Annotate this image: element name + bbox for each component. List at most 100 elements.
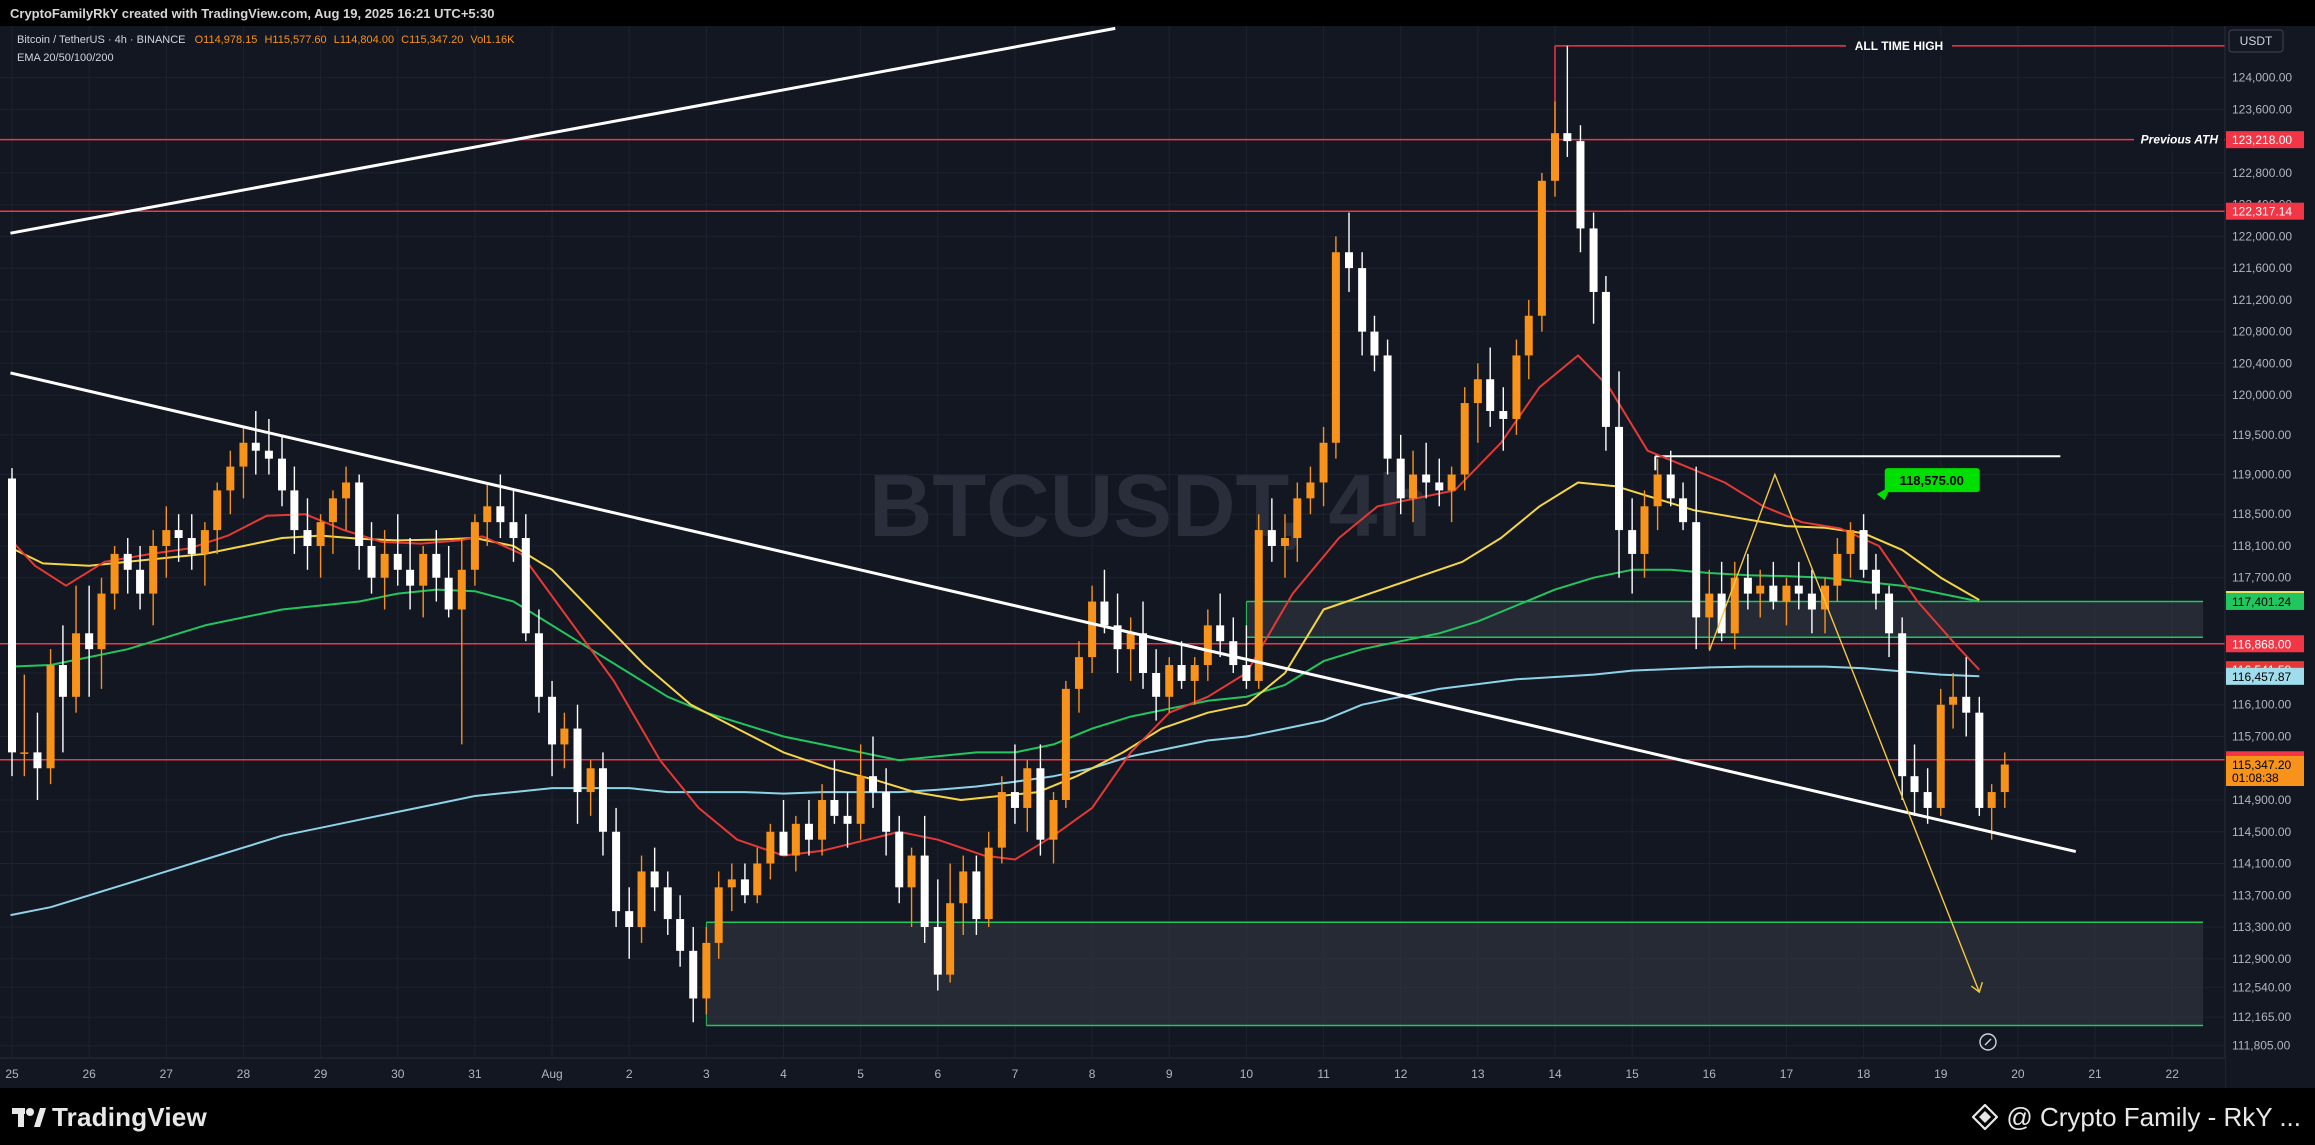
candle-body <box>791 823 800 856</box>
candle <box>1524 299 1533 380</box>
price-badge <box>2226 755 2304 786</box>
candle <box>830 760 839 824</box>
countdown-label: 01:08:38 <box>2232 771 2279 785</box>
price-tick-label: 124,000.00 <box>2232 71 2292 85</box>
candle <box>1139 601 1148 689</box>
candle-body <box>58 665 67 697</box>
price-badge <box>2226 202 2304 220</box>
price-tick-label: 118,500.00 <box>2232 507 2291 521</box>
projection-arrowhead <box>1970 981 1983 994</box>
candle-body <box>1871 569 1880 594</box>
candle-body <box>1165 665 1174 697</box>
price-tick-label: 119,500.00 <box>2232 428 2291 442</box>
candle-body <box>110 553 119 594</box>
candle-body <box>1601 291 1610 427</box>
candle <box>997 776 1006 864</box>
candle <box>46 649 55 785</box>
candle-body <box>174 530 183 539</box>
time-axis-labels: 25 26 27 28 29 30 31 Aug 2 3 4 5 6 7 8 9 10 11 12 13 14 15 16 1… <box>5 1067 2179 1081</box>
candles[interactable] <box>8 45 2009 1023</box>
candle <box>1589 212 1598 324</box>
tradingview-wordmark: TradingView <box>52 1101 207 1132</box>
grid <box>0 26 2225 1058</box>
candle <box>1692 466 1701 650</box>
candle-body <box>136 569 145 594</box>
candle <box>1846 522 1855 578</box>
candle-body <box>1499 411 1508 419</box>
candle <box>136 545 145 610</box>
candle <box>598 752 607 856</box>
candle <box>432 530 441 602</box>
header-bar: CryptoFamilyRkY created with TradingView… <box>0 0 2315 26</box>
candle-body <box>380 553 389 578</box>
candle <box>1061 680 1070 808</box>
time-tick-label: 28 <box>237 1067 251 1081</box>
candle <box>1499 387 1508 451</box>
candle-body <box>1126 633 1135 650</box>
trendlines[interactable] <box>10 26 2077 854</box>
candle <box>162 506 171 578</box>
currency-button[interactable]: USDT <box>2228 29 2284 53</box>
candle <box>1049 792 1058 864</box>
candle-body <box>1345 252 1354 269</box>
candle <box>1962 657 1971 737</box>
candle-body <box>406 569 415 586</box>
candle <box>470 514 479 586</box>
candle-body <box>213 490 222 531</box>
candle-body <box>740 879 749 896</box>
candle-body <box>1615 426 1624 531</box>
candle-body <box>946 903 955 975</box>
candle-body <box>432 553 441 578</box>
price-tick-label: 112,165.00 <box>2232 1010 2291 1024</box>
candle <box>702 927 711 1015</box>
time-tick-label: 5 <box>857 1067 864 1081</box>
price-tick-label: 122,000.00 <box>2232 229 2292 243</box>
candle <box>1898 617 1907 800</box>
candle-body <box>1280 538 1289 546</box>
candle-body <box>586 768 595 793</box>
time-axis[interactable] <box>0 1057 2225 1088</box>
candle-body <box>521 538 530 634</box>
candle-body <box>1177 665 1186 681</box>
candle <box>1216 593 1225 658</box>
candle-body <box>625 911 634 928</box>
candle <box>1923 768 1932 824</box>
candle <box>1576 125 1585 253</box>
tradingview-logo[interactable]: TradingView <box>12 1100 207 1134</box>
price-badge-label: 123,218.00 <box>2232 133 2292 147</box>
candle <box>1705 569 1714 650</box>
candle <box>393 514 402 586</box>
time-tick-label: 15 <box>1625 1067 1639 1081</box>
price-tick-label: 114,900.00 <box>2232 793 2291 807</box>
candle <box>355 474 364 570</box>
candle <box>380 530 389 610</box>
candle <box>1370 315 1379 372</box>
candle <box>868 736 877 808</box>
candle-body <box>1962 696 1971 713</box>
candle <box>727 863 736 912</box>
candle <box>1821 577 1830 634</box>
candle-body <box>1435 482 1444 491</box>
legend-indicator: EMA 20/50/100/200 <box>17 52 114 64</box>
candle <box>1088 585 1097 673</box>
ema100-line <box>10 568 1980 762</box>
candle-body <box>1409 474 1418 499</box>
price-tick-label: 122,800.00 <box>2232 166 2292 180</box>
candle <box>548 680 557 777</box>
author-credit[interactable]: @ Crypto Family - RkY ... <box>1972 1100 2301 1134</box>
candlestick-chart[interactable]: ALL TIME HIGH Previous ATH BTCUSDT, 4h 11… <box>0 26 2315 1088</box>
candle-body <box>1319 442 1328 483</box>
candle-body <box>714 887 723 943</box>
candle-body <box>278 458 287 491</box>
candle <box>1331 236 1340 459</box>
candle <box>149 530 158 626</box>
candle-body <box>1821 585 1830 610</box>
candle-body <box>316 522 325 546</box>
candle-body <box>97 593 106 650</box>
time-tick-label: 22 <box>2166 1067 2180 1081</box>
price-tick-label: 112,900.00 <box>2232 952 2291 966</box>
legend-open: O114,978.15 <box>195 34 258 46</box>
candle <box>1409 450 1418 523</box>
candle <box>1730 561 1739 650</box>
candle-body <box>1190 665 1199 681</box>
